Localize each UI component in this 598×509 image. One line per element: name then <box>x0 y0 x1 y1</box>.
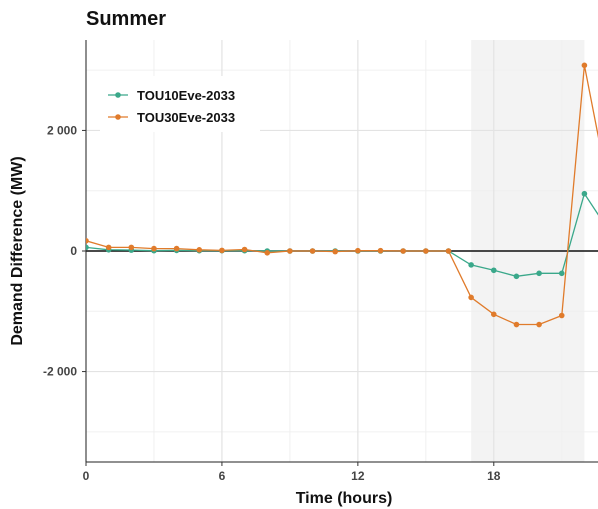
data-point <box>490 267 497 274</box>
legend-background <box>100 76 260 132</box>
data-point <box>105 244 112 251</box>
legend-key-point <box>115 92 121 98</box>
data-point <box>558 312 565 319</box>
data-point <box>536 270 542 277</box>
x-tick-label: 0 <box>83 469 90 483</box>
chart-title: Summer <box>86 8 166 30</box>
data-point <box>581 190 588 197</box>
data-point <box>513 321 520 328</box>
data-point <box>445 248 452 254</box>
data-point <box>264 250 271 256</box>
data-point <box>536 321 542 328</box>
data-point <box>377 247 384 254</box>
series-lines <box>86 65 598 326</box>
data-point <box>558 270 565 277</box>
y-tick-label: -2 000 <box>43 365 77 379</box>
legend: TOU10Eve-2033 TOU30Eve-2033 <box>100 76 260 132</box>
data-point <box>128 244 135 251</box>
legend-label: TOU10Eve-2033 <box>137 88 235 103</box>
data-point <box>151 245 157 252</box>
data-point <box>241 246 248 253</box>
data-point <box>423 248 429 254</box>
data-point <box>287 248 293 254</box>
data-point <box>86 244 89 251</box>
legend-label: TOU30Eve-2033 <box>137 110 235 125</box>
legend-key-point <box>115 114 121 120</box>
data-point <box>309 248 316 254</box>
data-point <box>173 245 180 252</box>
data-point <box>468 262 474 268</box>
x-tick-label: 12 <box>351 469 365 483</box>
data-point <box>86 237 89 244</box>
y-tick-label: 0 <box>70 244 77 258</box>
data-point <box>490 311 497 318</box>
data-point <box>219 247 225 254</box>
axis-ticks: 0 6 12 18 -2 000 0 2 000 <box>43 123 501 483</box>
data-point <box>400 248 406 254</box>
data-point <box>581 62 588 69</box>
y-axis-title: Demand Difference (MW) <box>9 156 26 345</box>
data-point <box>468 294 474 301</box>
data-point <box>196 246 203 253</box>
data-point <box>355 247 361 254</box>
series-points <box>86 62 588 328</box>
x-tick-label: 6 <box>219 469 226 483</box>
y-tick-label: 2 000 <box>47 123 77 137</box>
plot-panel <box>85 40 598 463</box>
x-tick-label: 18 <box>487 469 501 483</box>
data-point <box>513 273 520 280</box>
data-point <box>332 248 339 255</box>
x-axis-title: Time (hours) <box>296 490 393 507</box>
series-line-2 <box>86 65 598 326</box>
